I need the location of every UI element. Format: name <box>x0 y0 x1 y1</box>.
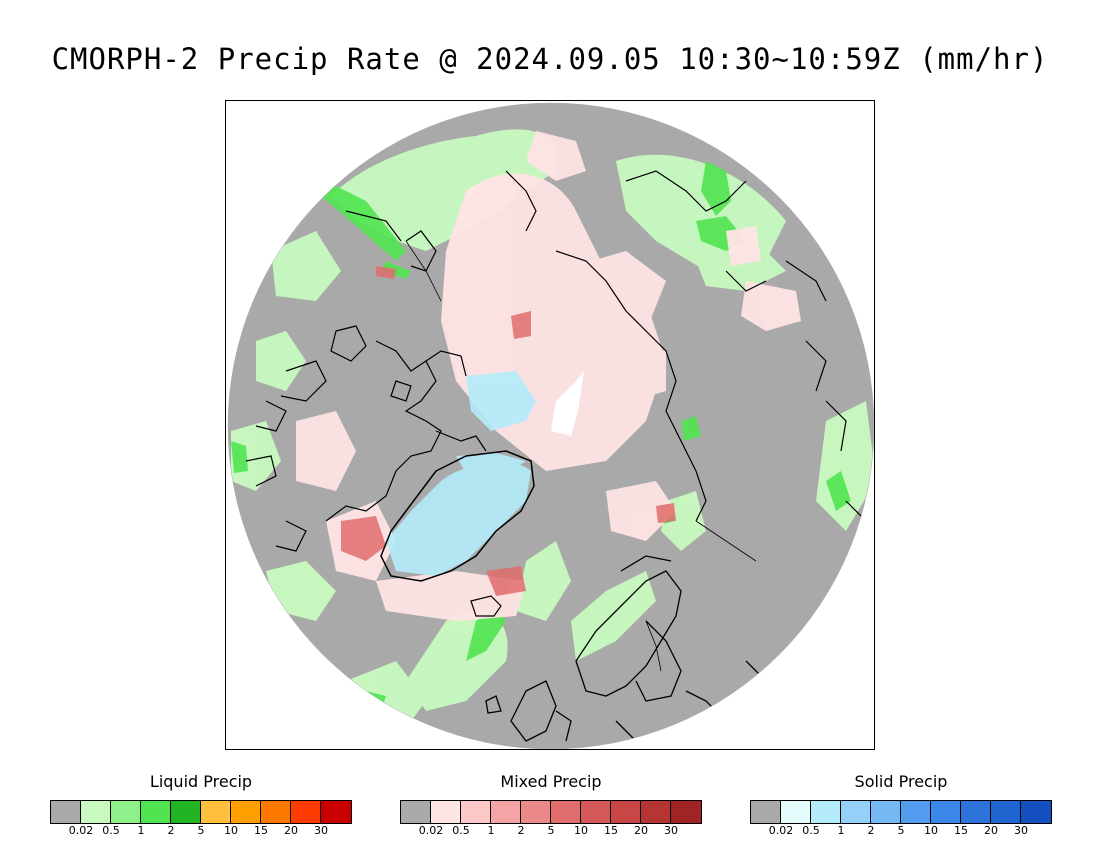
legend-liquid-tick-label: 2 <box>167 824 175 837</box>
legend-mixed-tick-label: 1 <box>487 824 495 837</box>
legend-mixed-swatch <box>641 801 671 823</box>
legend-liquid-swatch <box>141 801 171 823</box>
legend-mixed-swatch <box>401 801 431 823</box>
legend-solid-swatch <box>901 801 931 823</box>
legend-liquid-tick-label: 5 <box>197 824 205 837</box>
legend-mixed: Mixed Precip 0.02 0.5 1 2 5 10 15 20 30 <box>400 772 702 837</box>
iceland-coastline <box>470 595 502 617</box>
legend-solid-bar <box>750 800 1052 824</box>
legend-solid-tick-label: 0.02 <box>768 824 794 837</box>
legend-mixed-title: Mixed Precip <box>500 772 602 791</box>
legend-mixed-swatch <box>611 801 641 823</box>
legend-solid-swatch <box>961 801 991 823</box>
legend-mixed-swatch <box>431 801 461 823</box>
legend-liquid-tick-label: 1 <box>137 824 145 837</box>
legend-mixed-swatch <box>551 801 581 823</box>
legend-liquid-tick-label: 0.02 <box>68 824 94 837</box>
legend-solid-swatch <box>871 801 901 823</box>
map-title: CMORPH-2 Precip Rate @ 2024.09.05 10:30~… <box>51 42 1049 76</box>
legend-liquid-bar <box>50 800 352 824</box>
legend-liquid-title: Liquid Precip <box>149 772 253 791</box>
liquid-precip-areas <box>231 129 874 741</box>
legend-liquid-swatch <box>201 801 231 823</box>
legend-liquid-tick-label: 30 <box>314 824 328 837</box>
legend-solid-tick-label: 1 <box>837 824 845 837</box>
legend-solid-swatch <box>991 801 1021 823</box>
legend-mixed-tick-label: 15 <box>604 824 618 837</box>
legend-mixed-swatch <box>461 801 491 823</box>
polar-map <box>225 100 875 750</box>
legend-solid-tick-label: 0.5 <box>802 824 820 837</box>
legend-solid-tick-label: 30 <box>1014 824 1028 837</box>
legend-mixed-swatch <box>671 801 701 823</box>
legend-solid-swatch <box>931 801 961 823</box>
legend-solid-tick-label: 2 <box>867 824 875 837</box>
legend-mixed-swatch <box>521 801 551 823</box>
legend-solid-tick-label: 20 <box>984 824 998 837</box>
legend-liquid-tick-label: 0.5 <box>102 824 120 837</box>
legend-liquid: Liquid Precip 0.02 0.5 1 2 5 10 15 20 30 <box>50 772 352 837</box>
legend-liquid-tick-label: 15 <box>254 824 268 837</box>
legend-mixed-tick-label: 20 <box>634 824 648 837</box>
legend-solid-swatch <box>841 801 871 823</box>
legend-liquid-swatch <box>321 801 351 823</box>
legend-mixed-swatch <box>581 801 611 823</box>
legend-liquid-swatch <box>291 801 321 823</box>
legend-solid: Solid Precip 0.02 0.5 1 2 5 10 15 20 30 <box>750 772 1052 837</box>
legend-solid-swatch <box>781 801 811 823</box>
legend-liquid-swatch <box>81 801 111 823</box>
legend-mixed-swatch <box>491 801 521 823</box>
legend-mixed-tick-label: 0.5 <box>452 824 470 837</box>
coastlines <box>245 170 867 552</box>
legend-mixed-tick-label: 10 <box>574 824 588 837</box>
legend-mixed-tick-label: 0.02 <box>418 824 444 837</box>
legend-liquid-swatch <box>111 801 141 823</box>
solid-precip-areas <box>386 371 536 576</box>
legend-liquid-swatch <box>51 801 81 823</box>
legend-liquid-tick-label: 20 <box>284 824 298 837</box>
legend-mixed-bar <box>400 800 702 824</box>
legend-solid-swatch <box>751 801 781 823</box>
legend-mixed-ticks: 0.02 0.5 1 2 5 10 15 20 30 <box>400 824 702 838</box>
polar-map-canvas <box>226 101 874 749</box>
legend-mixed-tick-label: 5 <box>547 824 555 837</box>
legend-liquid-tick-label: 10 <box>224 824 238 837</box>
greenland-coastline <box>380 450 535 582</box>
legend-mixed-tick-label: 30 <box>664 824 678 837</box>
solid-precip-white-core <box>551 371 584 436</box>
legend-liquid-swatch <box>261 801 291 823</box>
legend-solid-tick-label: 5 <box>897 824 905 837</box>
legend-liquid-swatch <box>171 801 201 823</box>
legend-mixed-tick-label: 2 <box>517 824 525 837</box>
legend-solid-tick-label: 15 <box>954 824 968 837</box>
political-boundaries <box>405 240 757 672</box>
legend-solid-tick-label: 10 <box>924 824 938 837</box>
legend-liquid-swatch <box>231 801 261 823</box>
legend-liquid-ticks: 0.02 0.5 1 2 5 10 15 20 30 <box>50 824 352 838</box>
legend-solid-title: Solid Precip <box>854 772 948 791</box>
legend-solid-ticks: 0.02 0.5 1 2 5 10 15 20 30 <box>750 824 1052 838</box>
legend-solid-swatch <box>1021 801 1051 823</box>
legend-solid-swatch <box>811 801 841 823</box>
mixed-precip-heavy <box>341 266 676 596</box>
